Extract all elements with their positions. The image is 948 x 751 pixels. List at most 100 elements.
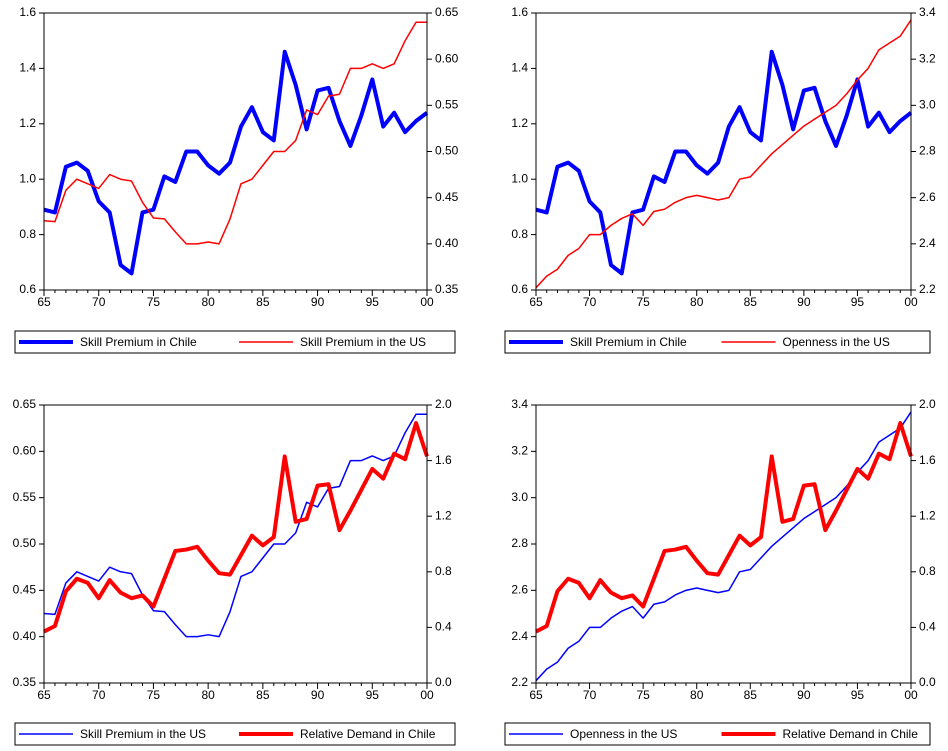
x-tick-label: 70 [583, 688, 597, 702]
y-tick-label: 2.8 [511, 536, 528, 550]
x-tick-label: 65 [37, 688, 51, 702]
x-tick-label: 00 [420, 295, 434, 309]
legend-label: Openness in the US [570, 727, 677, 741]
y2-tick-label: 2.8 [919, 144, 936, 158]
legend-box [504, 722, 931, 746]
x-tick-label: 00 [904, 295, 918, 309]
x-tick-label: 75 [147, 688, 161, 702]
x-tick-label: 80 [690, 295, 704, 309]
y2-tick-label: 0.4 [919, 620, 936, 634]
legend-label: Relative Demand in Chile [783, 727, 919, 741]
y-tick-label: 2.6 [511, 583, 528, 597]
x-tick-label: 85 [256, 295, 270, 309]
y2-tick-label: 3.0 [919, 98, 936, 112]
y2-tick-label: 1.2 [919, 508, 936, 522]
y-tick-label: 0.65 [13, 397, 37, 411]
x-tick-label: 85 [744, 295, 758, 309]
y2-tick-label: 0.60 [435, 51, 459, 65]
x-tick-label: 00 [904, 688, 918, 702]
y2-tick-label: 3.2 [919, 51, 936, 65]
x-tick-label: 85 [744, 688, 758, 702]
y-tick-label: 0.6 [19, 282, 36, 296]
y2-tick-label: 0.4 [435, 620, 452, 634]
y-tick-label: 1.0 [511, 171, 528, 185]
y-tick-label: 0.8 [19, 227, 36, 241]
y2-tick-label: 0.8 [435, 564, 452, 578]
y-tick-label: 1.4 [19, 61, 36, 75]
y-tick-label: 0.40 [13, 629, 37, 643]
x-tick-label: 90 [797, 688, 811, 702]
data-line [43, 21, 427, 245]
data-line [43, 413, 427, 638]
data-line [535, 49, 913, 276]
y2-tick-label: 0.45 [435, 190, 459, 204]
x-tick-label: 80 [201, 295, 215, 309]
x-tick-label: 95 [851, 295, 865, 309]
plot-frame [43, 404, 428, 684]
y2-tick-label: 0.40 [435, 236, 459, 250]
y-tick-label: 1.2 [19, 116, 36, 130]
y2-tick-label: 2.4 [919, 236, 936, 250]
data-line [535, 411, 912, 682]
legend-label: Relative Demand in Chile [300, 727, 436, 741]
x-tick-label: 75 [636, 295, 650, 309]
y2-tick-label: 3.4 [919, 5, 936, 19]
y2-tick-label: 0.8 [919, 564, 936, 578]
y-tick-label: 3.2 [511, 444, 528, 458]
y2-tick-label: 2.0 [919, 397, 936, 411]
y-tick-label: 0.8 [511, 227, 528, 241]
y2-tick-label: 1.2 [435, 508, 452, 522]
x-tick-label: 70 [92, 688, 106, 702]
plot-frame [43, 12, 428, 291]
x-tick-label: 65 [529, 295, 543, 309]
x-tick-label: 95 [851, 688, 865, 702]
x-tick-label: 70 [92, 295, 106, 309]
x-tick-label: 00 [420, 688, 434, 702]
y2-tick-label: 1.6 [435, 453, 452, 467]
y-tick-label: 1.0 [19, 171, 36, 185]
y2-tick-label: 0.0 [435, 675, 452, 689]
y-tick-label: 2.2 [511, 675, 528, 689]
y2-tick-label: 0.50 [435, 144, 459, 158]
y-tick-label: 3.4 [511, 397, 528, 411]
y2-tick-label: 0.65 [435, 5, 459, 19]
plot-frame [535, 404, 912, 684]
x-tick-label: 65 [529, 688, 543, 702]
y-tick-label: 0.50 [13, 536, 37, 550]
y-tick-label: 1.2 [511, 116, 528, 130]
y-tick-label: 0.45 [13, 583, 37, 597]
data-line [535, 19, 912, 289]
legend-label: Skill Premium in the US [80, 727, 206, 741]
x-tick-label: 95 [366, 295, 380, 309]
x-tick-label: 90 [797, 295, 811, 309]
y-tick-label: 1.6 [19, 5, 36, 19]
x-tick-label: 85 [256, 688, 270, 702]
x-tick-label: 90 [311, 688, 325, 702]
y2-tick-label: 2.6 [919, 190, 936, 204]
x-tick-label: 70 [583, 295, 597, 309]
legend-label: Skill Premium in Chile [570, 335, 687, 349]
y-tick-label: 1.4 [511, 61, 528, 75]
y2-tick-label: 0.55 [435, 98, 459, 112]
y2-tick-label: 2.2 [919, 282, 936, 296]
y2-tick-label: 0.35 [435, 282, 459, 296]
x-tick-label: 90 [311, 295, 325, 309]
y2-tick-label: 0.0 [919, 675, 936, 689]
x-tick-label: 65 [37, 295, 51, 309]
y-tick-label: 0.35 [13, 675, 37, 689]
legend-box [14, 330, 456, 354]
x-tick-label: 80 [690, 688, 704, 702]
y-tick-label: 0.6 [511, 282, 528, 296]
x-tick-label: 75 [636, 688, 650, 702]
legend-label: Skill Premium in Chile [80, 335, 197, 349]
y-tick-label: 1.6 [511, 5, 528, 19]
y-tick-label: 0.60 [13, 444, 37, 458]
data-line [43, 421, 429, 634]
y-tick-label: 3.0 [511, 490, 528, 504]
legend-label: Skill Premium in the US [300, 335, 426, 349]
data-line [43, 49, 429, 276]
y-tick-label: 2.4 [511, 629, 528, 643]
legend-box [14, 722, 456, 746]
legend-box [504, 330, 931, 354]
